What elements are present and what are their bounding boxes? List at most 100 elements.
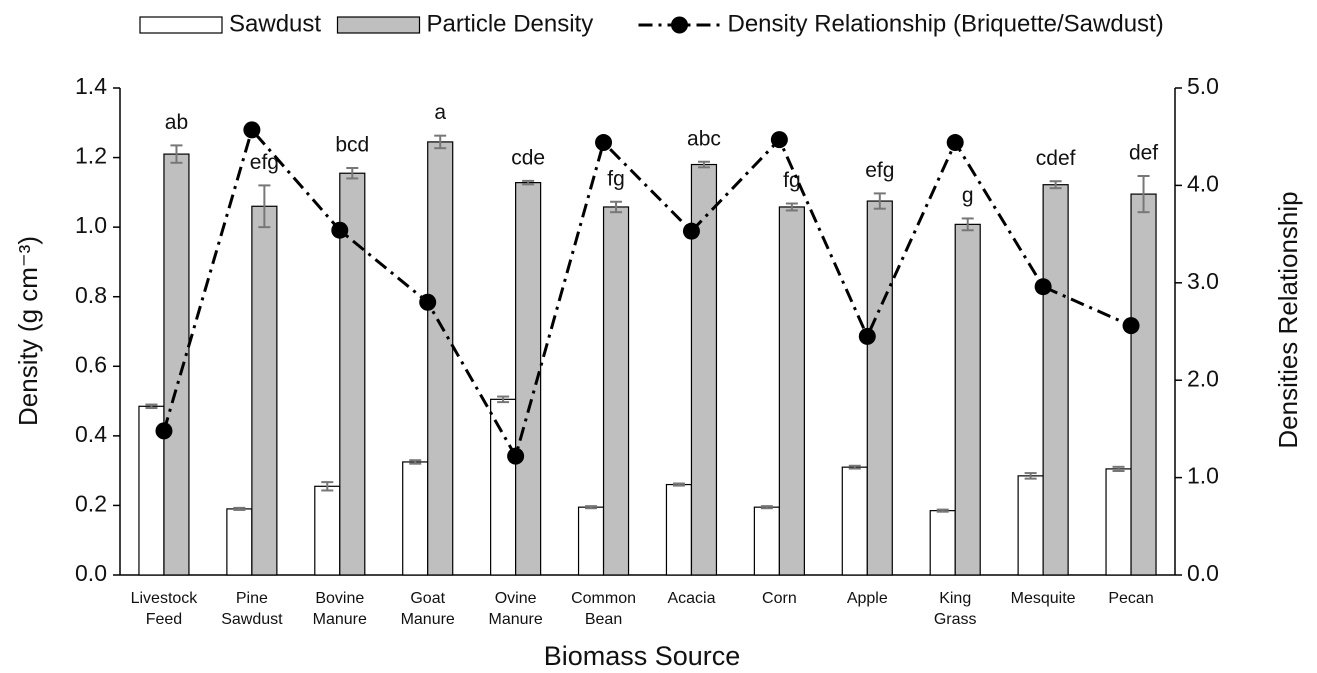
- bar: [665, 483, 693, 576]
- legend-label: Density Relationship (Briquette/Sawdust): [728, 10, 1164, 37]
- error-bar: [936, 508, 949, 513]
- y2-tick-label: 3.0: [1187, 268, 1219, 294]
- significance-letter: efg: [865, 159, 894, 182]
- y-tick-label: 0.6: [75, 351, 107, 377]
- bar: [490, 398, 517, 576]
- x-tick-label-line: Bean: [585, 611, 622, 628]
- y2-tick-label: 0.0: [1187, 560, 1219, 586]
- significance-letter: a: [434, 101, 446, 124]
- y-axis-title: Density (g cm⁻³): [13, 236, 43, 426]
- x-tick-label: Common Bean: [571, 590, 636, 628]
- x-tick-label-line: Mesquite: [1011, 590, 1076, 607]
- y2-tick-label: 1.0: [1187, 463, 1219, 489]
- y2-tick-label: 5.0: [1187, 73, 1219, 99]
- error-bar: [848, 464, 861, 470]
- line-marker: [243, 121, 261, 139]
- significance-letter: cde: [511, 146, 545, 169]
- x-axis-title: Biomass Source: [544, 641, 741, 671]
- error-bar: [170, 144, 183, 164]
- x-tick-label-line: Acacia: [667, 590, 715, 607]
- bar: [753, 506, 780, 576]
- x-tick-label-line: Common: [571, 590, 636, 607]
- x-tick-label-line: King: [939, 590, 971, 607]
- bar: [577, 506, 605, 576]
- bar: [954, 223, 981, 576]
- error-bar: [672, 482, 685, 487]
- line-marker: [595, 134, 613, 152]
- x-tick-label-line: Corn: [762, 590, 797, 607]
- error-bar: [233, 506, 246, 511]
- line-marker: [155, 422, 173, 440]
- x-tick-label-line: Apple: [847, 590, 888, 607]
- y-tick-label: 0.2: [75, 491, 107, 517]
- line-marker: [507, 447, 525, 465]
- x-tick-label: Pecan: [1108, 590, 1153, 607]
- y2-axis-title: Densities Relationship: [1273, 191, 1303, 448]
- x-tick-label-line: Manure: [313, 611, 367, 628]
- significance-letter: g: [962, 184, 974, 207]
- bar: [314, 485, 341, 576]
- error-bar: [409, 459, 422, 465]
- line-marker: [770, 131, 788, 149]
- bar: [402, 461, 429, 576]
- legend-swatch: [139, 16, 223, 34]
- error-bar: [321, 481, 334, 492]
- bar: [1105, 468, 1132, 576]
- line-marker: [946, 134, 964, 152]
- line-marker: [682, 222, 700, 240]
- y-tick-label: 0.4: [75, 421, 107, 447]
- x-tick-label: Corn: [762, 590, 797, 607]
- error-bar: [145, 403, 158, 410]
- legend-label: Particle Density: [427, 10, 594, 37]
- bar: [929, 510, 956, 576]
- y-tick-label: 0.0: [75, 560, 107, 586]
- error-bar: [258, 184, 271, 229]
- bar: [602, 206, 630, 576]
- error-bar: [585, 505, 598, 510]
- y-tick-label: 1.4: [75, 73, 107, 99]
- significance-letter: ab: [165, 111, 188, 134]
- x-tick-label: Mesquite: [1011, 590, 1076, 607]
- error-bar: [760, 505, 773, 510]
- significance-letter: abc: [687, 127, 721, 150]
- x-tick-label: Bovine Manure: [313, 590, 367, 628]
- x-tick-label: Acacia: [667, 590, 715, 607]
- error-bar: [697, 160, 710, 169]
- error-bar: [610, 200, 623, 214]
- x-tick-label-line: Livestock: [131, 590, 199, 607]
- bar: [427, 141, 454, 576]
- significance-letter: cdef: [1036, 147, 1076, 170]
- y-tick-label: 1.2: [75, 143, 107, 169]
- x-tick-label-line: Manure: [401, 611, 455, 628]
- error-bar: [873, 192, 886, 210]
- line-marker: [419, 293, 437, 311]
- x-tick-label-line: Grass: [934, 611, 977, 628]
- x-tick-label: Livestock Feed: [131, 590, 199, 628]
- x-tick-label: Ovine Manure: [489, 590, 543, 628]
- significance-letter: fg: [607, 167, 625, 190]
- significance-letter: def: [1129, 142, 1158, 165]
- error-bar: [1024, 472, 1037, 480]
- bar: [1042, 184, 1069, 576]
- y2-tick-label: 4.0: [1187, 170, 1219, 196]
- error-bar: [1112, 465, 1125, 472]
- x-tick-label-line: Pecan: [1108, 590, 1153, 607]
- line-marker: [331, 221, 349, 239]
- bar: [163, 153, 190, 576]
- x-tick-label: King Grass: [934, 590, 977, 628]
- y-tick-label: 1.0: [75, 212, 107, 238]
- bar: [1017, 475, 1044, 576]
- y2-tick-label: 2.0: [1187, 365, 1219, 391]
- bar: [251, 205, 278, 576]
- error-bar: [434, 134, 447, 150]
- x-tick-label-line: Manure: [489, 611, 543, 628]
- significance-letter: bcd: [335, 134, 369, 157]
- bar: [226, 508, 253, 576]
- line-marker: [1122, 317, 1140, 335]
- bar: [339, 172, 366, 576]
- error-bar: [1049, 180, 1062, 190]
- x-tick-label-line: Goat: [410, 590, 445, 607]
- bar: [841, 466, 868, 576]
- bar: [515, 182, 542, 576]
